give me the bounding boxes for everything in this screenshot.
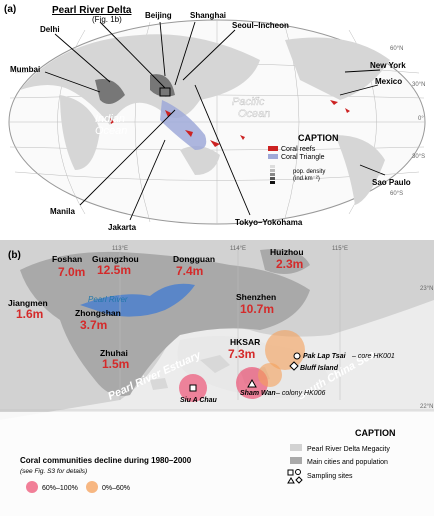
caption-title: CAPTION	[298, 133, 339, 143]
city-label: Jakarta	[108, 223, 137, 232]
city-label: New York	[370, 61, 406, 70]
city-pop: 1.6m	[16, 307, 43, 321]
city-label: Mexico	[375, 77, 402, 86]
city-name: Jiangmen	[8, 298, 48, 308]
city-name: Foshan	[52, 254, 82, 264]
legend-item: 0%–60%	[102, 485, 130, 492]
city-label: Mumbai	[10, 65, 40, 74]
city-name: Huizhou	[270, 247, 304, 257]
lat-label: 23°N	[420, 286, 433, 292]
inset-title: Pearl River Delta	[52, 5, 132, 16]
city-label: Beijing	[145, 11, 172, 20]
lon-label: 113°E	[112, 246, 128, 252]
legend-item: Sampling sites	[307, 473, 353, 480]
city-pop: 7.4m	[176, 264, 203, 278]
sampling-sites	[189, 352, 301, 392]
legend-unit: (ind.km⁻²)	[293, 176, 320, 182]
lat-label: 30°S	[412, 154, 425, 160]
lat-label: 22°N	[420, 404, 433, 410]
city-pop: 2.3m	[276, 257, 303, 271]
lat-label: 60°N	[390, 46, 403, 52]
lon-label: 114°E	[230, 246, 246, 252]
ocean-label: Indian	[95, 113, 125, 125]
ocean-label: Ocean	[238, 108, 270, 120]
panel-label: (b)	[8, 250, 21, 261]
city-pop: 7.0m	[58, 265, 85, 279]
legend-item: Main cities and population	[307, 459, 388, 466]
legend-item: Pearl River Delta Megacity	[307, 446, 390, 453]
city-label: Shanghai	[190, 11, 226, 20]
ocean-label: Pacific	[232, 96, 265, 108]
city-label: Tokyo–Yokohama	[235, 218, 303, 227]
lon-label: 115°E	[332, 246, 348, 252]
site-note: – core HK001	[351, 353, 395, 360]
caption-a: CAPTION Coral reefs Coral Triangle pop. …	[268, 133, 339, 184]
caption-b: CAPTION Pearl River Delta Megacity Main …	[0, 412, 434, 516]
inset-ref: (Fig. 1b)	[92, 15, 122, 24]
lat-label: 60°S	[390, 191, 403, 197]
ocean-label: Ocean	[95, 125, 127, 137]
decline-title: Coral communities decline during 1980–20…	[20, 456, 192, 465]
city-pop: 12.5m	[97, 263, 131, 277]
lat-label: 30°N	[412, 82, 425, 88]
city-label: Delhi	[40, 25, 60, 34]
river-label: Pearl River	[88, 295, 128, 304]
callouts	[44, 21, 386, 221]
legend-title: pop. density	[293, 169, 325, 175]
city-pop: 10.7m	[240, 302, 274, 316]
city-label: Sao Paulo	[372, 178, 411, 187]
site-note: – colony HK006	[275, 390, 326, 397]
caption-title: CAPTION	[355, 428, 396, 438]
city-name: Zhuhai	[100, 348, 128, 358]
city-label: Seoul–Incheon	[232, 21, 289, 30]
panel-label: (a)	[4, 4, 16, 15]
legend-item: 60%–100%	[42, 485, 78, 492]
city-pop: 3.7m	[80, 318, 107, 332]
site-name: Pak Lap Tsai	[303, 353, 347, 360]
city-label: Manila	[50, 207, 75, 216]
city-name: HKSAR	[230, 337, 260, 347]
city-pop: 1.5m	[102, 357, 129, 371]
city-name: Dongguan	[173, 254, 215, 264]
legend-item: Coral reefs	[281, 146, 316, 153]
site-name: Sham Wan	[240, 390, 276, 397]
legend-item: Coral Triangle	[281, 154, 325, 161]
site-name: Bluff Island	[300, 365, 339, 372]
lat-label: 0°	[418, 116, 424, 122]
city-pop: 7.3m	[228, 347, 255, 361]
city-name: Shenzhen	[236, 292, 276, 302]
site-name: Siu A Chau	[180, 397, 218, 404]
decline-note: (see Fig. S3 for details)	[20, 468, 87, 475]
world-map	[8, 19, 426, 225]
city-name: Zhongshan	[75, 308, 121, 318]
city-name: Guangzhou	[92, 254, 139, 264]
